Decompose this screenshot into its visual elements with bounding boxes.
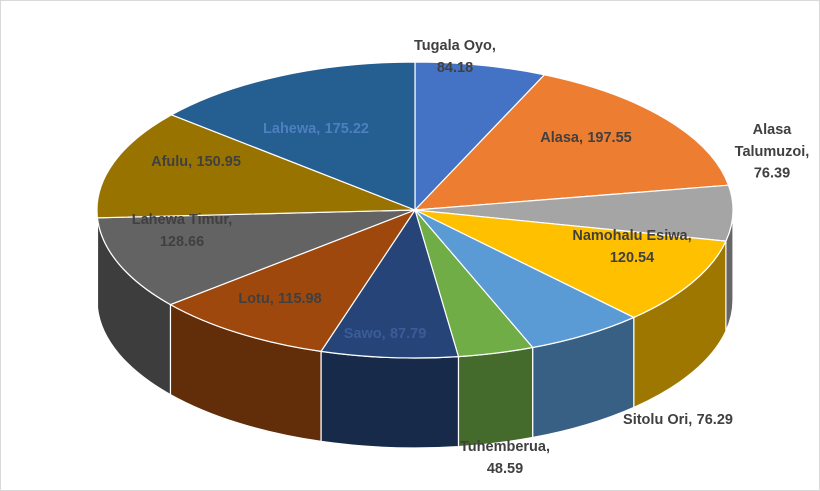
pie-slice [96, 114, 416, 219]
data-label: Alasa, 197.55 [540, 130, 631, 146]
pie-slice [414, 209, 636, 349]
data-label-category: Tuhemberua, [460, 439, 550, 455]
pie-slice [414, 209, 727, 319]
pie-slice-side [320, 350, 460, 449]
data-label-value: 197.55 [587, 130, 631, 146]
pie-slice [96, 209, 416, 306]
data-label-value: 76.29 [697, 412, 733, 428]
data-label-category: Namohalu Esiwa, [572, 228, 691, 244]
pie-slice [170, 61, 416, 211]
data-label: Afulu, 150.95 [151, 154, 241, 170]
data-label-value: 115.98 [278, 291, 322, 307]
data-label-value: 48.59 [487, 461, 523, 477]
data-label-value: 87.79 [390, 326, 426, 342]
data-label-category: Afulu, [151, 154, 192, 170]
data-label: Lotu, 115.98 [238, 291, 321, 307]
data-label-category: Lotu, [238, 291, 273, 307]
data-label-category: Tugala Oyo, [414, 38, 496, 54]
data-label: Lahewa, 175.22 [263, 121, 369, 137]
data-label-category: Alasa [753, 122, 793, 138]
pie-slice [413, 74, 730, 211]
data-label-value: 76.39 [754, 165, 790, 181]
data-label: Tuhemberua, 48.59 [460, 439, 550, 477]
data-label-category: Lahewa, [263, 121, 320, 137]
pie-slice [414, 61, 546, 212]
data-label-category: Alasa, [540, 130, 583, 146]
pie-slice-side [457, 346, 534, 448]
data-label-category: Sawo, [344, 326, 386, 342]
data-label: Namohalu Esiwa, 120.54 [572, 228, 691, 266]
data-label-category: Sitolu Ori, [623, 412, 692, 428]
data-label-value: 84.18 [437, 60, 473, 76]
data-label-category: Lahewa Timur, [132, 212, 232, 228]
data-label-value: 175.22 [325, 121, 369, 137]
data-label: Lahewa Timur, 128.66 [132, 212, 232, 250]
data-label-value: 120.54 [610, 250, 654, 266]
data-label-value: 128.66 [160, 234, 204, 250]
pie-slice [414, 184, 734, 242]
data-label-value: 150.95 [197, 154, 241, 170]
data-label: Sitolu Ori, 76.29 [623, 412, 733, 428]
data-label: Sawo, 87.79 [344, 326, 427, 342]
data-label: Tugala Oyo, 84.18 [414, 38, 496, 76]
data-label-category: Talumuzoi, [735, 144, 810, 160]
pie-slice [320, 208, 460, 359]
pie-slice [169, 208, 417, 353]
data-label: Alasa Talumuzoi, 76.39 [735, 122, 810, 182]
